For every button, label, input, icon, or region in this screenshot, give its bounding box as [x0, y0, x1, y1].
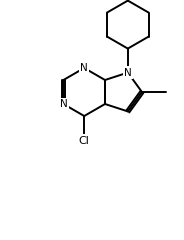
Text: Cl: Cl [79, 136, 90, 146]
Text: N: N [124, 68, 132, 78]
Text: N: N [60, 99, 67, 109]
Text: N: N [80, 63, 88, 73]
